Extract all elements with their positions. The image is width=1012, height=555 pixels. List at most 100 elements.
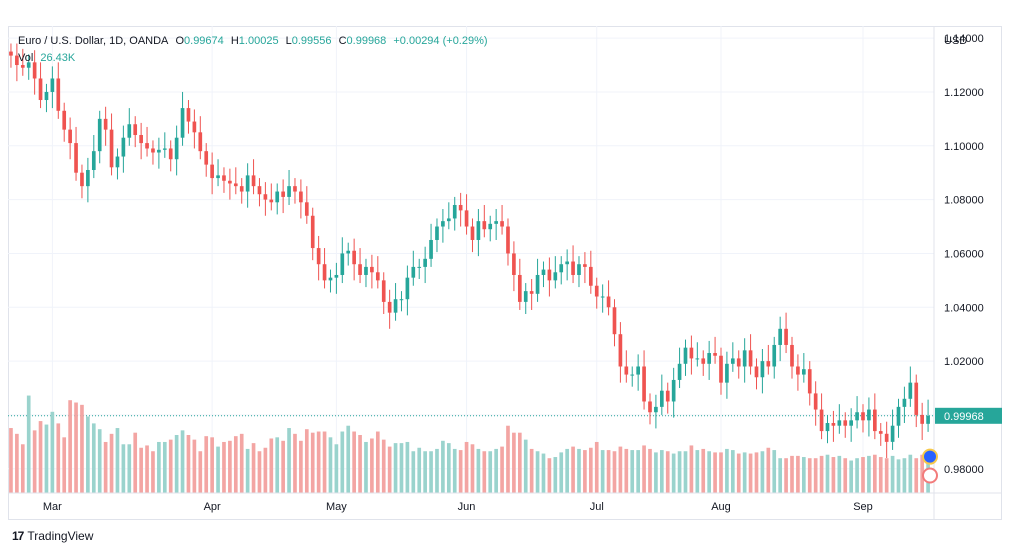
candle-body [760,361,765,378]
candle-body [541,269,546,275]
volume-bar [151,451,155,493]
candle-body [588,266,593,286]
volume-bar [310,432,315,493]
volume-bar [529,448,534,493]
volume-bar [583,450,587,493]
volume-bar [387,446,392,493]
volume-bar [38,421,43,493]
candle-body [103,118,108,130]
volume-bar [618,446,623,493]
candle-body [553,272,558,281]
volume-bar [772,450,777,493]
candle-body [145,143,149,149]
volume-bar [523,439,528,493]
candle-body [896,406,901,426]
chart-frame [8,26,1002,520]
volume-bar [411,451,416,493]
candle-body [559,264,564,273]
candle-body [310,215,315,249]
volume-bar [494,448,498,493]
volume-bar [713,452,717,493]
volume-bar [902,458,907,493]
candle-body [565,261,569,265]
volume-bar [417,447,422,493]
volume-bar [352,431,356,493]
volume-bar [198,451,203,493]
candle-body [766,361,771,367]
volume-bar [884,458,889,493]
candle-body [20,65,25,68]
candle-body [233,183,238,187]
x-tick-label: Mar [43,501,62,513]
candle-body [381,280,386,302]
y-tick-label: 1.04000 [944,302,984,314]
volume-bar [186,435,191,493]
candle-body [825,423,830,432]
candle-body [748,350,753,367]
candle-body [482,221,487,230]
candle-body [370,266,374,273]
candle-body [393,299,398,313]
candle-body [287,186,291,197]
volume-bar [32,430,37,493]
candle-body [210,164,214,179]
candle-body [68,129,72,144]
candle-body [452,204,457,219]
ohlc-legend: Euro / U.S. Dollar, 1D, OANDA O0.99674 H… [18,35,492,47]
candle-body [109,129,114,168]
candle-body [62,110,67,130]
volume-bar [683,451,688,493]
volume-bar [429,451,433,493]
volume-bar [506,425,510,493]
candle-body [843,420,848,426]
candlestick-chart[interactable]: 1.14000 1.12000 1.10000 1.08000 1.06000 1.040… [8,26,1002,520]
candle-body [784,328,788,345]
candle-body [180,108,185,138]
candle-body [535,274,540,294]
volume-bar [9,428,13,493]
tradingview-branding[interactable]: 17 TradingView [12,529,93,543]
volume-bar [435,448,439,493]
volume-label[interactable]: Vol [18,52,34,64]
volume-bar [364,441,368,493]
candle-body [683,347,688,364]
ohlc-open: O0.99674 [175,35,224,47]
candle-body [293,186,297,192]
candle-body [872,409,877,432]
candle-body [44,91,49,101]
volume-bar [80,404,84,493]
candle-body [133,124,138,136]
tradingview-logo-icon: 17 [12,529,24,543]
volume-bar [381,439,386,493]
volume-bar [204,436,209,493]
volume-bar [872,454,877,493]
symbol-title[interactable]: Euro / U.S. Dollar, 1D, OANDA [18,35,169,47]
volume-bar [127,444,132,493]
volume-bar [464,441,469,493]
candle-body [618,334,623,367]
candle-body [405,277,410,300]
volume-bar [393,443,398,493]
volume-bar [304,429,309,493]
volume-bar [748,453,753,493]
ohlc-close: C0.99968 [338,35,387,47]
volume-bar [233,436,238,493]
candle-body [458,204,463,211]
candle-body [375,272,380,281]
candle-body [583,264,587,267]
candle-body [97,118,102,152]
candle-body [594,285,599,297]
volume-bar [831,457,836,493]
volume-bar [553,457,558,493]
volume-bar [766,447,771,493]
candle-body [689,347,694,359]
volume-bar [399,443,404,493]
candle-body [429,239,433,259]
candle-body [878,431,883,434]
volume-bar [281,440,285,493]
candle-body [600,296,605,298]
candle-body [387,301,392,313]
volume-bar [446,443,451,493]
candle-body [91,151,96,171]
candle-body [417,266,422,268]
